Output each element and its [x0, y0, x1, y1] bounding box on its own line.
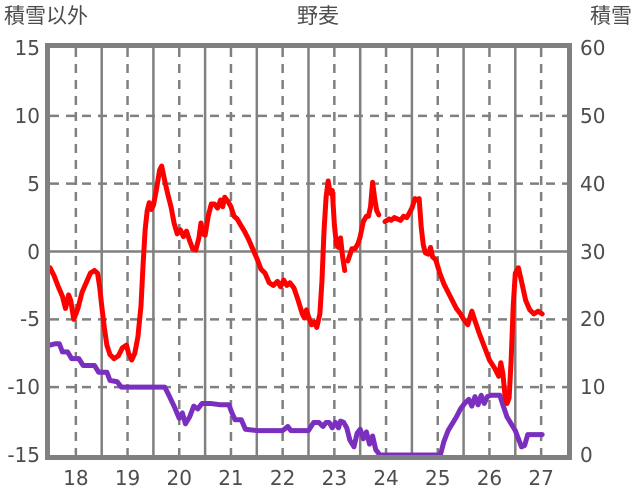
grid-layer: [50, 48, 567, 455]
x-axis-tick-20: 20: [166, 466, 192, 490]
left-axis-tick--15: -15: [7, 443, 40, 467]
chart-title: 野麦: [297, 4, 339, 28]
right-axis-tick-0: 0: [580, 443, 593, 467]
right-axis-title: 積雪: [590, 4, 632, 28]
right-axis-tick-20: 20: [580, 307, 606, 332]
left-axis-tick-0: 0: [27, 239, 40, 264]
x-axis-tick-18: 18: [63, 466, 89, 490]
left-axis-tick-10: 10: [14, 103, 40, 128]
x-axis-tick-24: 24: [373, 466, 399, 490]
left-axis-tick-5: 5: [27, 171, 40, 196]
x-axis-tick-27: 27: [528, 466, 554, 490]
right-axis-tick-50: 50: [580, 103, 606, 128]
left-axis-tick--5: -5: [20, 307, 40, 332]
data-layer: [50, 163, 545, 455]
left-axis-title: 積雪以外: [4, 4, 88, 28]
right-axis-tick-60: 60: [580, 36, 606, 60]
right-axis-tick-30: 30: [580, 239, 606, 264]
x-axis-tick-26: 26: [476, 466, 503, 490]
x-axis-tick-25: 25: [425, 466, 451, 490]
plot-inner: [50, 48, 567, 455]
right-axis-tick-10: 10: [580, 375, 606, 400]
x-axis-tick-22: 22: [269, 466, 296, 490]
left-axis-tick--10: -10: [7, 375, 40, 400]
x-axis-tick-19: 19: [114, 466, 141, 490]
x-axis-tick-21: 21: [218, 466, 244, 490]
plot-area: [45, 43, 572, 460]
x-axis-tick-23: 23: [321, 466, 348, 490]
right-axis-tick-40: 40: [580, 171, 606, 196]
left-axis-tick-15: 15: [14, 36, 40, 60]
